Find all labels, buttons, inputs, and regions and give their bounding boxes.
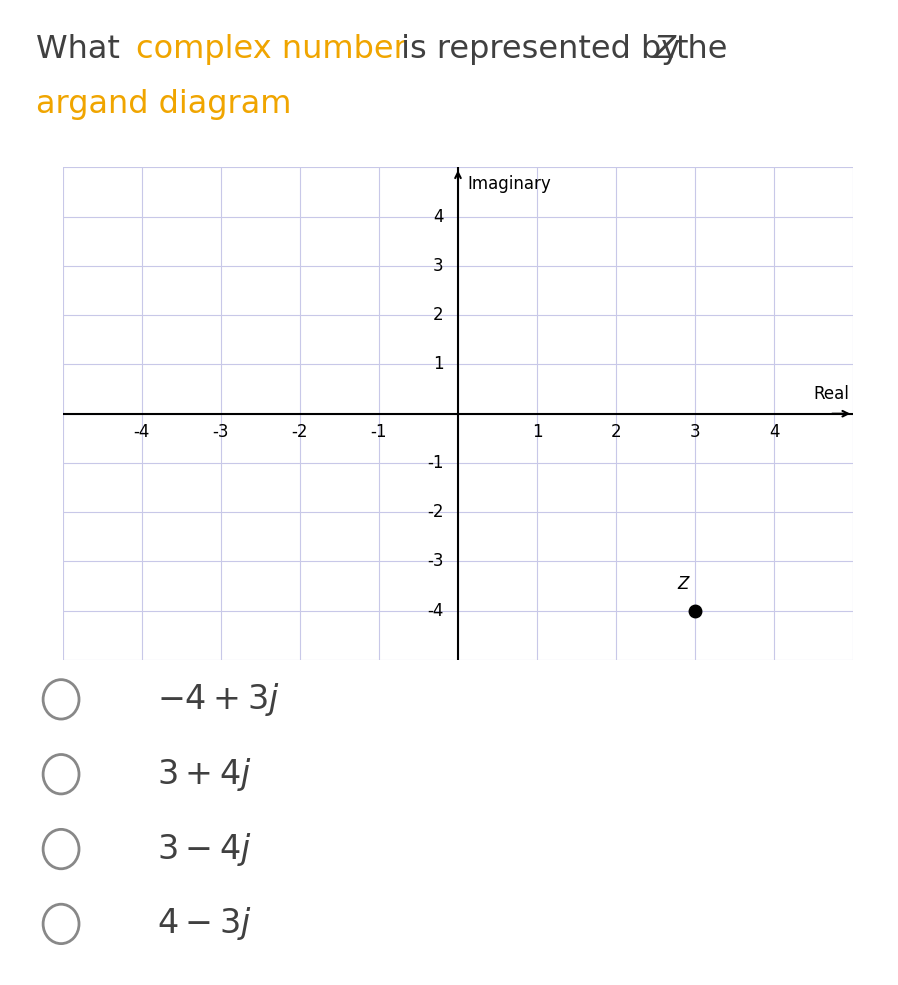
Text: 1: 1 (433, 356, 444, 373)
Text: -3: -3 (427, 553, 444, 570)
Text: Z: Z (654, 34, 675, 65)
Text: is represented by: is represented by (391, 34, 690, 65)
Text: Real: Real (814, 385, 850, 403)
Text: 3: 3 (433, 257, 444, 275)
Text: 3: 3 (690, 423, 700, 440)
Text: 2: 2 (433, 306, 444, 324)
Text: -4: -4 (134, 423, 150, 440)
Text: complex number: complex number (136, 34, 408, 65)
Text: $3-4j$: $3-4j$ (157, 830, 251, 868)
Text: $-4+3j$: $-4+3j$ (157, 681, 280, 718)
Text: 4: 4 (769, 423, 779, 440)
Text: 4: 4 (433, 208, 444, 226)
Text: -3: -3 (213, 423, 229, 440)
Text: $3+4j$: $3+4j$ (157, 755, 251, 793)
Text: 1: 1 (532, 423, 542, 440)
Text: What: What (36, 34, 130, 65)
Text: the: the (675, 34, 727, 65)
Text: -4: -4 (427, 602, 444, 620)
Text: -2: -2 (292, 423, 308, 440)
Text: Imaginary: Imaginary (468, 174, 551, 193)
Text: -1: -1 (371, 423, 387, 440)
Text: $4-3j$: $4-3j$ (157, 905, 251, 943)
Text: -2: -2 (427, 503, 444, 521)
Text: -1: -1 (427, 454, 444, 472)
Text: 2: 2 (611, 423, 621, 440)
Text: argand diagram: argand diagram (36, 89, 292, 119)
Text: Z: Z (677, 575, 689, 593)
